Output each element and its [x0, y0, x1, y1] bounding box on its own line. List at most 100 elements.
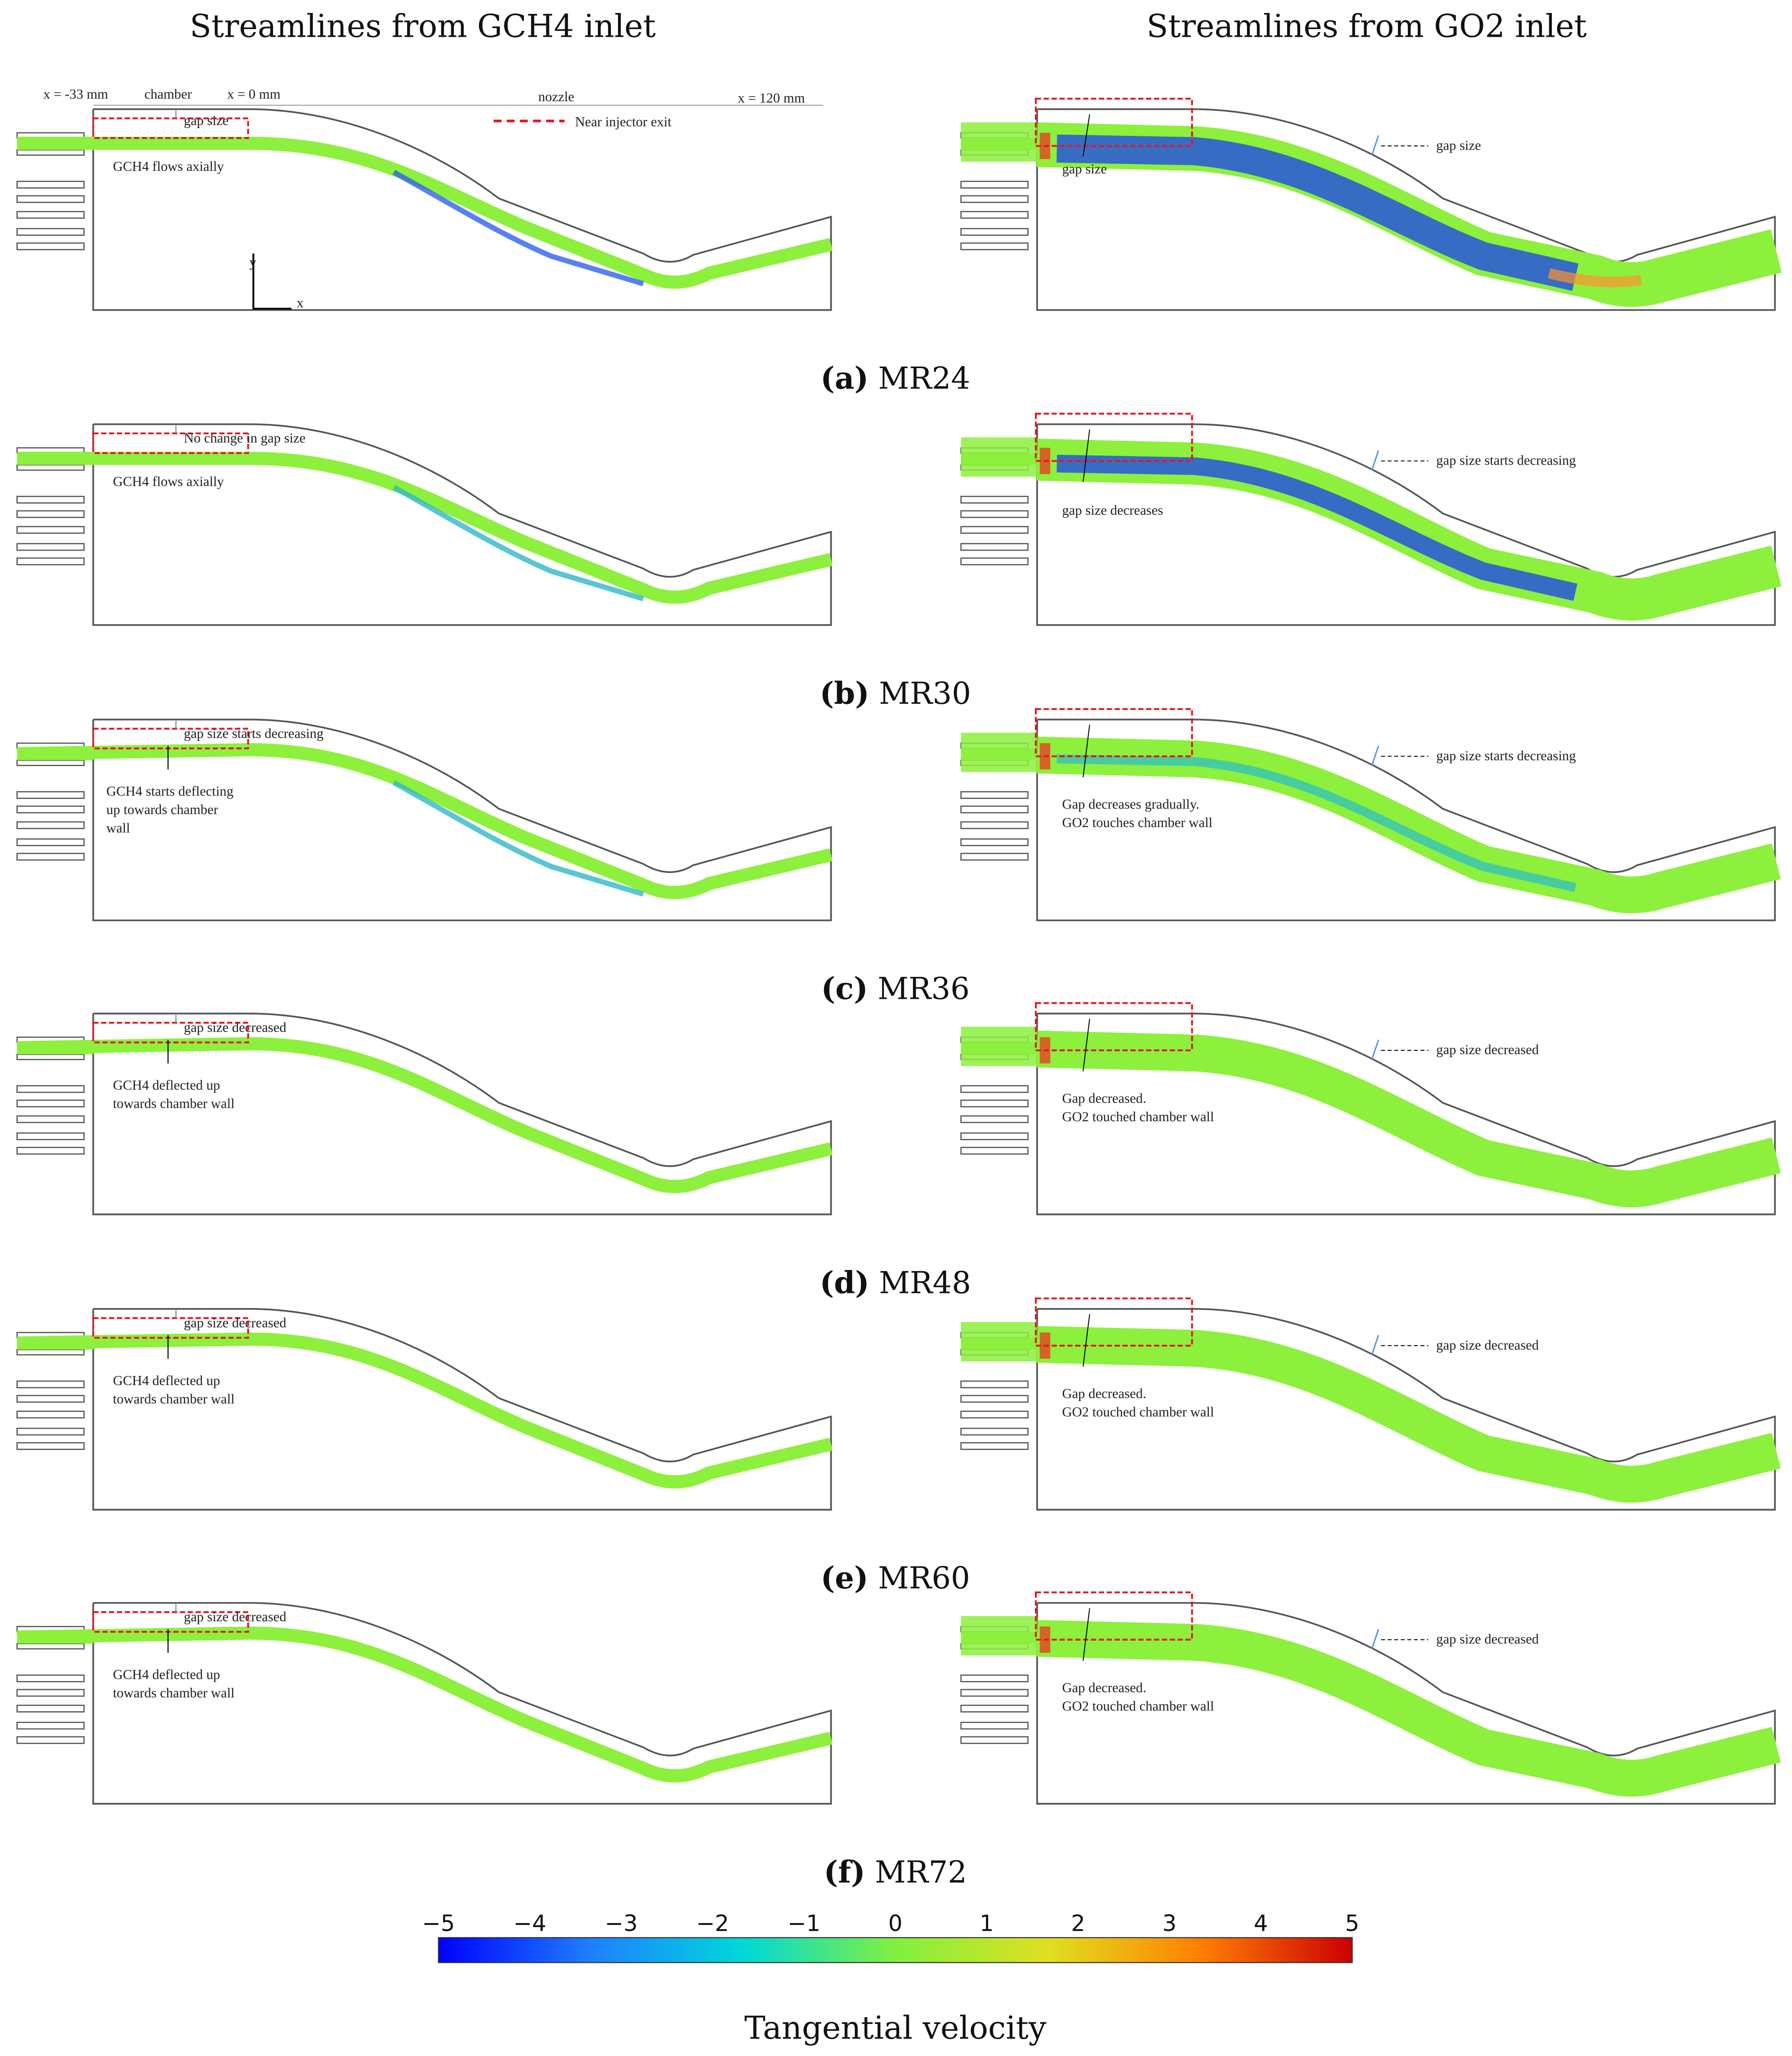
gap-size-arrow	[1371, 1335, 1379, 1355]
colorbar-tick-label: −2	[696, 1911, 729, 1937]
injector-tube	[16, 1395, 85, 1403]
annotation-gap-size: No change in gap size	[184, 430, 305, 446]
dim-x-zero: x = 0 mm	[227, 87, 281, 102]
row-mr36: gap size starts decreasing GCH4 starts de…	[16, 708, 1781, 1007]
annotation-gap-size: gap size starts decreasing	[184, 726, 324, 741]
colorbar-tick-label: −4	[514, 1911, 546, 1937]
caption: (c) MR36	[821, 971, 970, 1007]
row-mr48: gap size decreased GCH4 deflected up towar…	[16, 1002, 1781, 1300]
near-injector-exit-box	[92, 728, 249, 750]
axes-icon	[252, 253, 292, 310]
gch4-streamlines	[17, 1626, 833, 1783]
panel-go2: gap size decreased Gap decreased. GO2 touc…	[960, 1002, 1781, 1216]
injector-tube	[16, 1147, 85, 1155]
injector-tube	[16, 149, 85, 156]
annotation-gap-size: gap size	[184, 113, 228, 128]
caption-case: MR48	[879, 1265, 971, 1300]
injector-tube	[960, 1100, 1029, 1107]
annotation-gap-note: Gap decreases gradually.	[1062, 797, 1199, 812]
gap-size-arrow	[1371, 745, 1379, 766]
caption-letter: (a)	[820, 361, 868, 396]
annotation-flow: GCH4 flows axially	[113, 474, 224, 489]
go2-negative-velocity-streamlines	[1057, 455, 1577, 601]
injector-tube	[960, 1147, 1029, 1155]
chamber-nozzle-wall	[92, 718, 832, 921]
near-injector-exit-box	[92, 1317, 249, 1339]
panel-go2: gap size starts decreasing Gap decreases …	[960, 708, 1781, 921]
colorbar-tick-label: 4	[1254, 1911, 1268, 1937]
annotation-gap-size: gap size decreased	[1436, 1042, 1539, 1057]
panel-go2: gap size starts decreasing gap size decre…	[960, 413, 1782, 626]
colorbar-tick-label: 3	[1163, 1911, 1177, 1937]
chamber-nozzle-wall	[92, 1602, 832, 1805]
injector-tube	[960, 1689, 1029, 1697]
chamber-nozzle-wall	[1036, 1308, 1776, 1511]
annotation-gap-size: gap size starts decreasing	[1436, 748, 1576, 763]
injector-tube	[16, 791, 85, 799]
annotation-gap-note: gap size	[1062, 161, 1107, 176]
annotation-gap-note: GO2 touched chamber wall	[1062, 1405, 1214, 1420]
axis-x-label: x	[297, 295, 304, 311]
caption-letter: (e)	[821, 1560, 868, 1596]
annotation-flow: GCH4 deflected up	[113, 1078, 220, 1093]
injector-tube	[16, 1100, 85, 1107]
caption-letter: (d)	[820, 1265, 870, 1300]
go2-streamlines	[1037, 1030, 1781, 1207]
gch4-negative-velocity-streamlines	[392, 484, 644, 602]
annotation-flow: GCH4 starts deflecting	[106, 783, 234, 799]
caption: (d) MR48	[820, 1265, 971, 1300]
near-injector-exit-box	[92, 117, 249, 139]
panel-go2: gap size decreased Gap decreased. GO2 touc…	[960, 1591, 1781, 1805]
row-mr72: gap size decreased GCH4 deflected up towar…	[16, 1591, 1781, 1890]
injector-tube	[960, 1704, 1029, 1713]
gap-size-arrow	[1371, 1039, 1379, 1060]
injector-tube	[16, 195, 85, 203]
injector-tube	[960, 228, 1029, 236]
injector-tube	[960, 1427, 1029, 1436]
go2-inlet-flow	[961, 1026, 1037, 1066]
chamber-nozzle-wall	[1036, 718, 1776, 921]
annotation-gap-note: GO2 touched chamber wall	[1062, 1698, 1214, 1713]
near-injector-exit-box	[1035, 1297, 1193, 1347]
panel-gch4: x = -33 mm chamber x = 0 mm nozzle x = 120 m…	[16, 87, 833, 311]
colorbar-title: Tangential velocity	[744, 2010, 1046, 2046]
go2-inlet-flow	[961, 732, 1037, 772]
injector-tube	[16, 1411, 85, 1419]
injector-tube	[16, 760, 85, 766]
header-right: Streamlines from GO2 inlet	[1146, 8, 1587, 45]
colorbar-tick-label: 1	[979, 1911, 994, 1937]
caption-space	[865, 1855, 875, 1890]
injector-tube	[16, 543, 85, 551]
panel-go2: gap size gap size	[960, 97, 1782, 311]
injector-tube	[960, 242, 1029, 250]
caption-space	[869, 676, 879, 711]
injector-tube	[16, 1085, 85, 1093]
injector-tube	[16, 180, 85, 189]
gap-size-arrow	[1371, 450, 1379, 471]
chamber-nozzle-wall	[1036, 1013, 1776, 1216]
injector-tube	[960, 1085, 1029, 1093]
injector-tube	[16, 557, 85, 565]
injector-tube	[960, 853, 1029, 861]
panel-gch4: gap size decreased GCH4 deflected up towar…	[16, 1013, 833, 1216]
colorbar-tick-label: 2	[1071, 1911, 1085, 1937]
injector-tube	[16, 464, 85, 471]
injector-tube	[960, 791, 1029, 799]
panel-gch4: No change in gap size GCH4 flows axially	[16, 423, 833, 626]
gch4-negative-velocity-streamlines	[392, 780, 644, 897]
colorbar-gradient	[438, 1937, 1353, 1963]
near-injector-exit-box	[1035, 708, 1193, 757]
annotation-gap-size: gap size decreased	[1436, 1338, 1539, 1353]
chamber-nozzle-wall	[92, 1013, 832, 1216]
annotation-flow: towards chamber wall	[113, 1391, 234, 1406]
go2-negative-velocity-streamlines	[1057, 134, 1579, 291]
injector-tube	[960, 496, 1029, 504]
near-injector-exit-box	[1035, 1002, 1193, 1052]
injector-tube	[960, 805, 1029, 814]
go2-inlet-flow	[961, 437, 1037, 477]
annotation-flow: GCH4 deflected up	[113, 1373, 220, 1388]
near-injector-exit-box	[92, 1022, 249, 1044]
caption: (a) MR24	[820, 361, 970, 396]
caption-case: MR72	[875, 1855, 967, 1890]
